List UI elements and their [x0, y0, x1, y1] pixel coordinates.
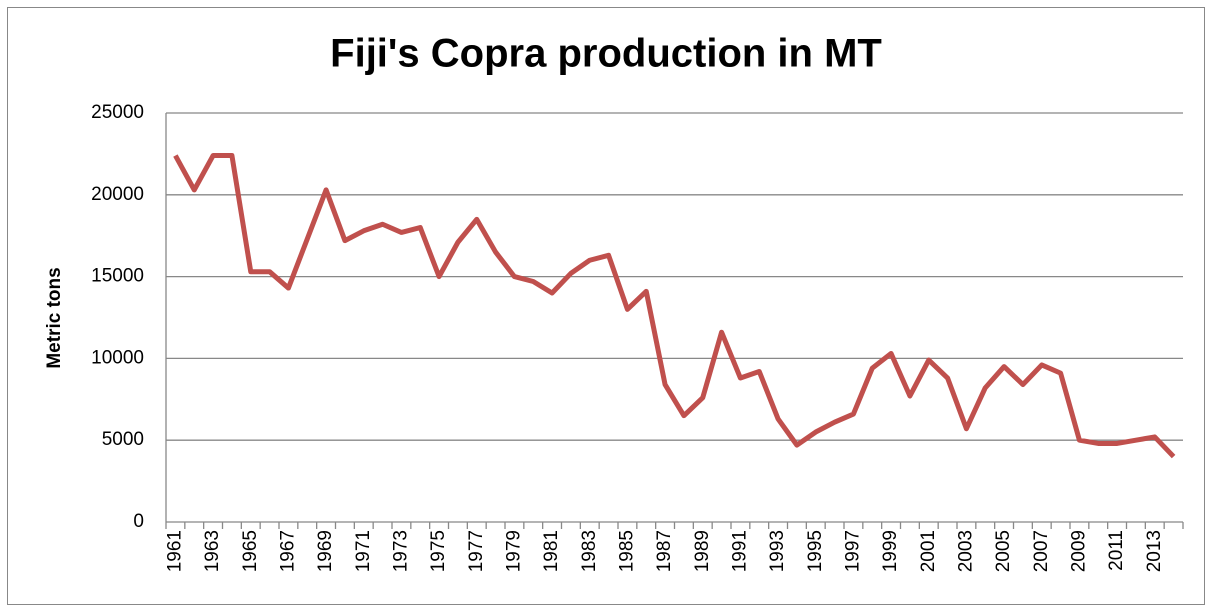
y-tick-label: 5000	[102, 429, 144, 450]
x-tick-label: 1995	[805, 530, 826, 572]
x-tick-label: 1989	[692, 530, 713, 572]
x-tick-label: 2007	[1031, 530, 1052, 572]
x-tick-label: 2009	[1068, 530, 1089, 572]
x-tick-label: 1967	[277, 530, 298, 572]
y-tick-label: 25000	[91, 102, 144, 123]
y-tick-label: 10000	[91, 347, 144, 368]
chart-title: Fiji's Copra production in MT	[330, 32, 882, 76]
x-tick-label: 1973	[390, 530, 411, 572]
x-tick-label: 1977	[466, 530, 487, 572]
x-tick-label: 1987	[654, 530, 675, 572]
x-tick-label: 1961	[164, 530, 185, 572]
x-tick-label: 1971	[353, 530, 374, 572]
x-tick-label: 2013	[1144, 530, 1165, 572]
y-tick-label: 15000	[91, 266, 144, 287]
x-tick-label: 1965	[240, 530, 261, 572]
x-tick-label: 1975	[428, 530, 449, 572]
x-tick-label: 1985	[616, 530, 637, 572]
y-axis-label: Metric tons	[44, 267, 65, 368]
x-tick-label: 1991	[729, 530, 750, 572]
x-tick-label: 2011	[1106, 530, 1127, 571]
y-tick-label: 0	[133, 511, 144, 532]
x-tick-label: 1999	[880, 530, 901, 572]
x-tick-label: 1997	[842, 530, 863, 572]
x-tick-label: 1963	[202, 530, 223, 572]
y-tick-label: 20000	[91, 184, 144, 205]
x-tick-label: 1983	[579, 530, 600, 572]
chart-border	[7, 7, 1205, 605]
x-tick-label: 1969	[315, 530, 336, 572]
x-tick-label: 1981	[541, 530, 562, 572]
x-tick-label: 2003	[955, 530, 976, 572]
x-tick-label: 1993	[767, 530, 788, 572]
data-line	[173, 153, 1176, 459]
x-tick-label: 2001	[918, 530, 939, 572]
x-tick-label: 2005	[993, 530, 1014, 572]
x-tick-label: 1979	[503, 530, 524, 572]
